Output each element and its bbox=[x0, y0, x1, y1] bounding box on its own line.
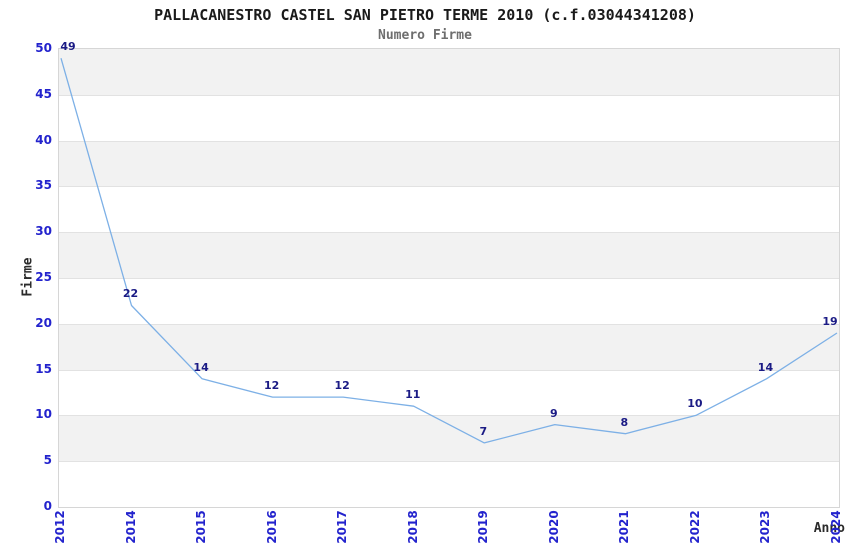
x-tick-label: 2024 bbox=[829, 510, 843, 544]
grid-band bbox=[59, 415, 839, 462]
data-label: 7 bbox=[479, 424, 488, 438]
x-tick-label: 2012 bbox=[53, 510, 67, 544]
x-tick-label: 2021 bbox=[617, 510, 632, 544]
x-tick-label: 2017 bbox=[335, 510, 350, 544]
x-tick-label: 2023 bbox=[758, 510, 773, 544]
x-tick-label: 2019 bbox=[476, 510, 491, 544]
grid-band bbox=[59, 94, 839, 141]
x-tick-label: 2015 bbox=[194, 510, 209, 544]
data-label: 14 bbox=[757, 360, 774, 374]
grid-band bbox=[59, 186, 839, 233]
y-tick-label: 45 bbox=[35, 86, 52, 101]
grid-band bbox=[59, 323, 839, 370]
data-label: 19 bbox=[822, 314, 838, 328]
y-tick-label: 5 bbox=[43, 453, 52, 468]
data-label: 9 bbox=[549, 406, 558, 420]
y-tick-label: 40 bbox=[35, 132, 52, 147]
data-label: 49 bbox=[60, 40, 76, 54]
x-tick-label: 2020 bbox=[546, 510, 561, 544]
data-label: 10 bbox=[687, 397, 703, 411]
y-tick-label: 15 bbox=[35, 361, 52, 376]
y-tick-label: 10 bbox=[35, 407, 52, 422]
chart-title: PALLACANESTRO CASTEL SAN PIETRO TERME 20… bbox=[154, 6, 696, 24]
data-label: 12 bbox=[334, 379, 350, 393]
grid-band bbox=[59, 140, 839, 187]
grid-band bbox=[59, 369, 839, 416]
series-line bbox=[60, 58, 838, 444]
x-axis-title: Anno bbox=[813, 521, 845, 536]
plot-area bbox=[58, 48, 840, 508]
data-label: 14 bbox=[193, 360, 209, 374]
y-tick-label: 30 bbox=[35, 224, 52, 239]
data-label: 22 bbox=[122, 287, 139, 301]
y-tick-label: 0 bbox=[43, 499, 52, 513]
x-tick-label: 2016 bbox=[264, 510, 279, 544]
y-tick-label: 50 bbox=[35, 41, 52, 55]
series-svg bbox=[60, 58, 838, 444]
grid-band bbox=[59, 278, 839, 324]
y-tick-label: 20 bbox=[35, 315, 52, 330]
x-tick-label: 2022 bbox=[687, 510, 702, 544]
x-tick-label: 2014 bbox=[123, 510, 138, 544]
y-tick-label: 35 bbox=[35, 178, 52, 193]
grid-band bbox=[59, 461, 839, 507]
x-tick-label: 2018 bbox=[405, 510, 420, 544]
grid-band bbox=[59, 49, 839, 95]
y-tick-label: 25 bbox=[35, 270, 52, 284]
grid-band bbox=[59, 232, 839, 278]
data-label: 11 bbox=[405, 388, 421, 402]
data-label: 12 bbox=[263, 379, 280, 393]
chart-subtitle: Numero Firme bbox=[378, 28, 472, 43]
data-label: 8 bbox=[620, 415, 629, 429]
